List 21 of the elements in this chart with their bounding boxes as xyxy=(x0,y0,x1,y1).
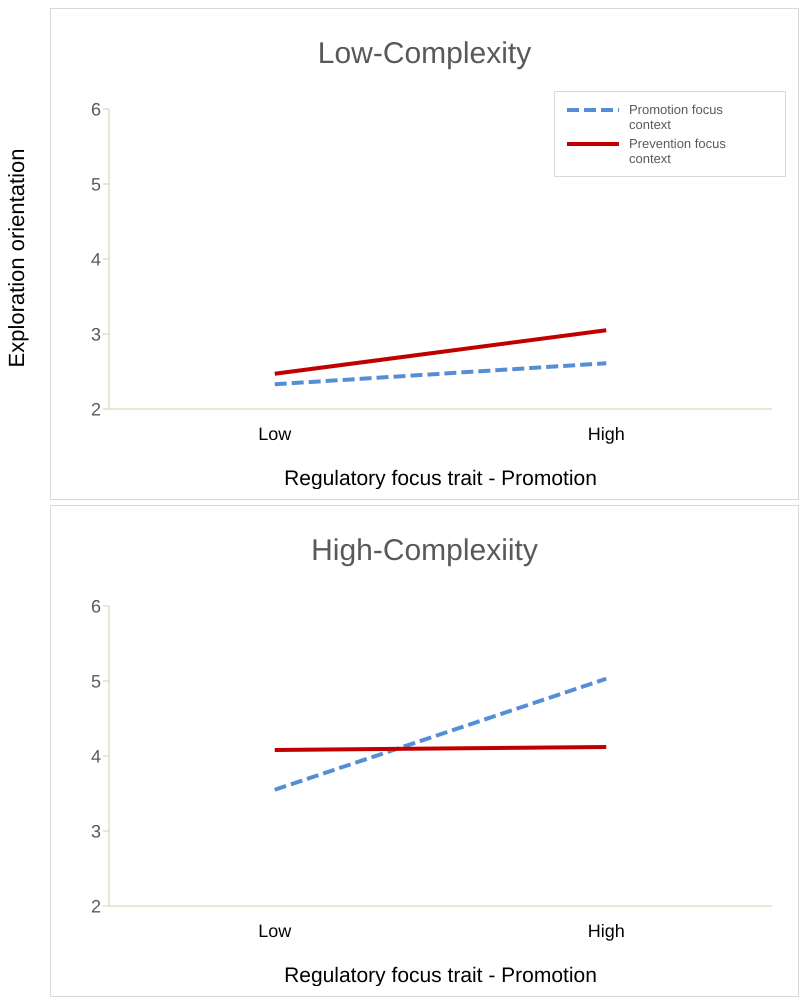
x-tick-label: High xyxy=(588,920,625,941)
y-tick-label: 2 xyxy=(90,896,101,916)
x-tick-label: Low xyxy=(258,424,292,444)
legend-label: Prevention focus context xyxy=(629,136,727,166)
y-axis-title: Exploration orientation xyxy=(4,148,30,370)
x-tick-label: High xyxy=(588,424,625,444)
y-tick-label: 3 xyxy=(90,324,101,344)
y-tick-label: 4 xyxy=(90,746,101,766)
y-tick-label: 5 xyxy=(90,174,101,194)
y-tick-label: 6 xyxy=(90,596,101,616)
chart-title: High-Complexiity xyxy=(310,534,539,568)
y-tick-label: 3 xyxy=(90,821,101,842)
y-tick-label: 4 xyxy=(90,249,101,270)
y-tick-label: 6 xyxy=(90,99,101,120)
chart-title: Low-Complexity xyxy=(316,37,532,71)
y-tick-label: 5 xyxy=(90,671,101,692)
x-tick-label: Low xyxy=(258,920,292,941)
legend-label: Promotion focus context xyxy=(629,102,724,132)
x-axis-title: Regulatory focus trait - Promotion xyxy=(284,467,597,490)
x-axis-title: Regulatory focus trait - Promotion xyxy=(284,964,597,987)
y-tick-label: 2 xyxy=(90,399,101,420)
